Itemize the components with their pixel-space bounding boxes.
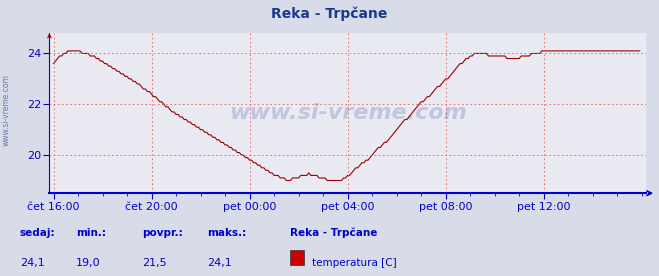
Text: sedaj:: sedaj:	[20, 228, 55, 238]
Text: temperatura [C]: temperatura [C]	[312, 258, 397, 268]
Text: 24,1: 24,1	[20, 258, 45, 268]
Text: Reka - Trpčane: Reka - Trpčane	[272, 7, 387, 22]
Text: povpr.:: povpr.:	[142, 228, 183, 238]
Text: 24,1: 24,1	[208, 258, 233, 268]
Text: www.si-vreme.com: www.si-vreme.com	[229, 103, 467, 123]
Text: www.si-vreme.com: www.si-vreme.com	[2, 75, 11, 146]
Text: 19,0: 19,0	[76, 258, 100, 268]
Text: 21,5: 21,5	[142, 258, 166, 268]
Text: maks.:: maks.:	[208, 228, 247, 238]
Text: Reka - Trpčane: Reka - Trpčane	[290, 228, 378, 238]
Text: min.:: min.:	[76, 228, 106, 238]
